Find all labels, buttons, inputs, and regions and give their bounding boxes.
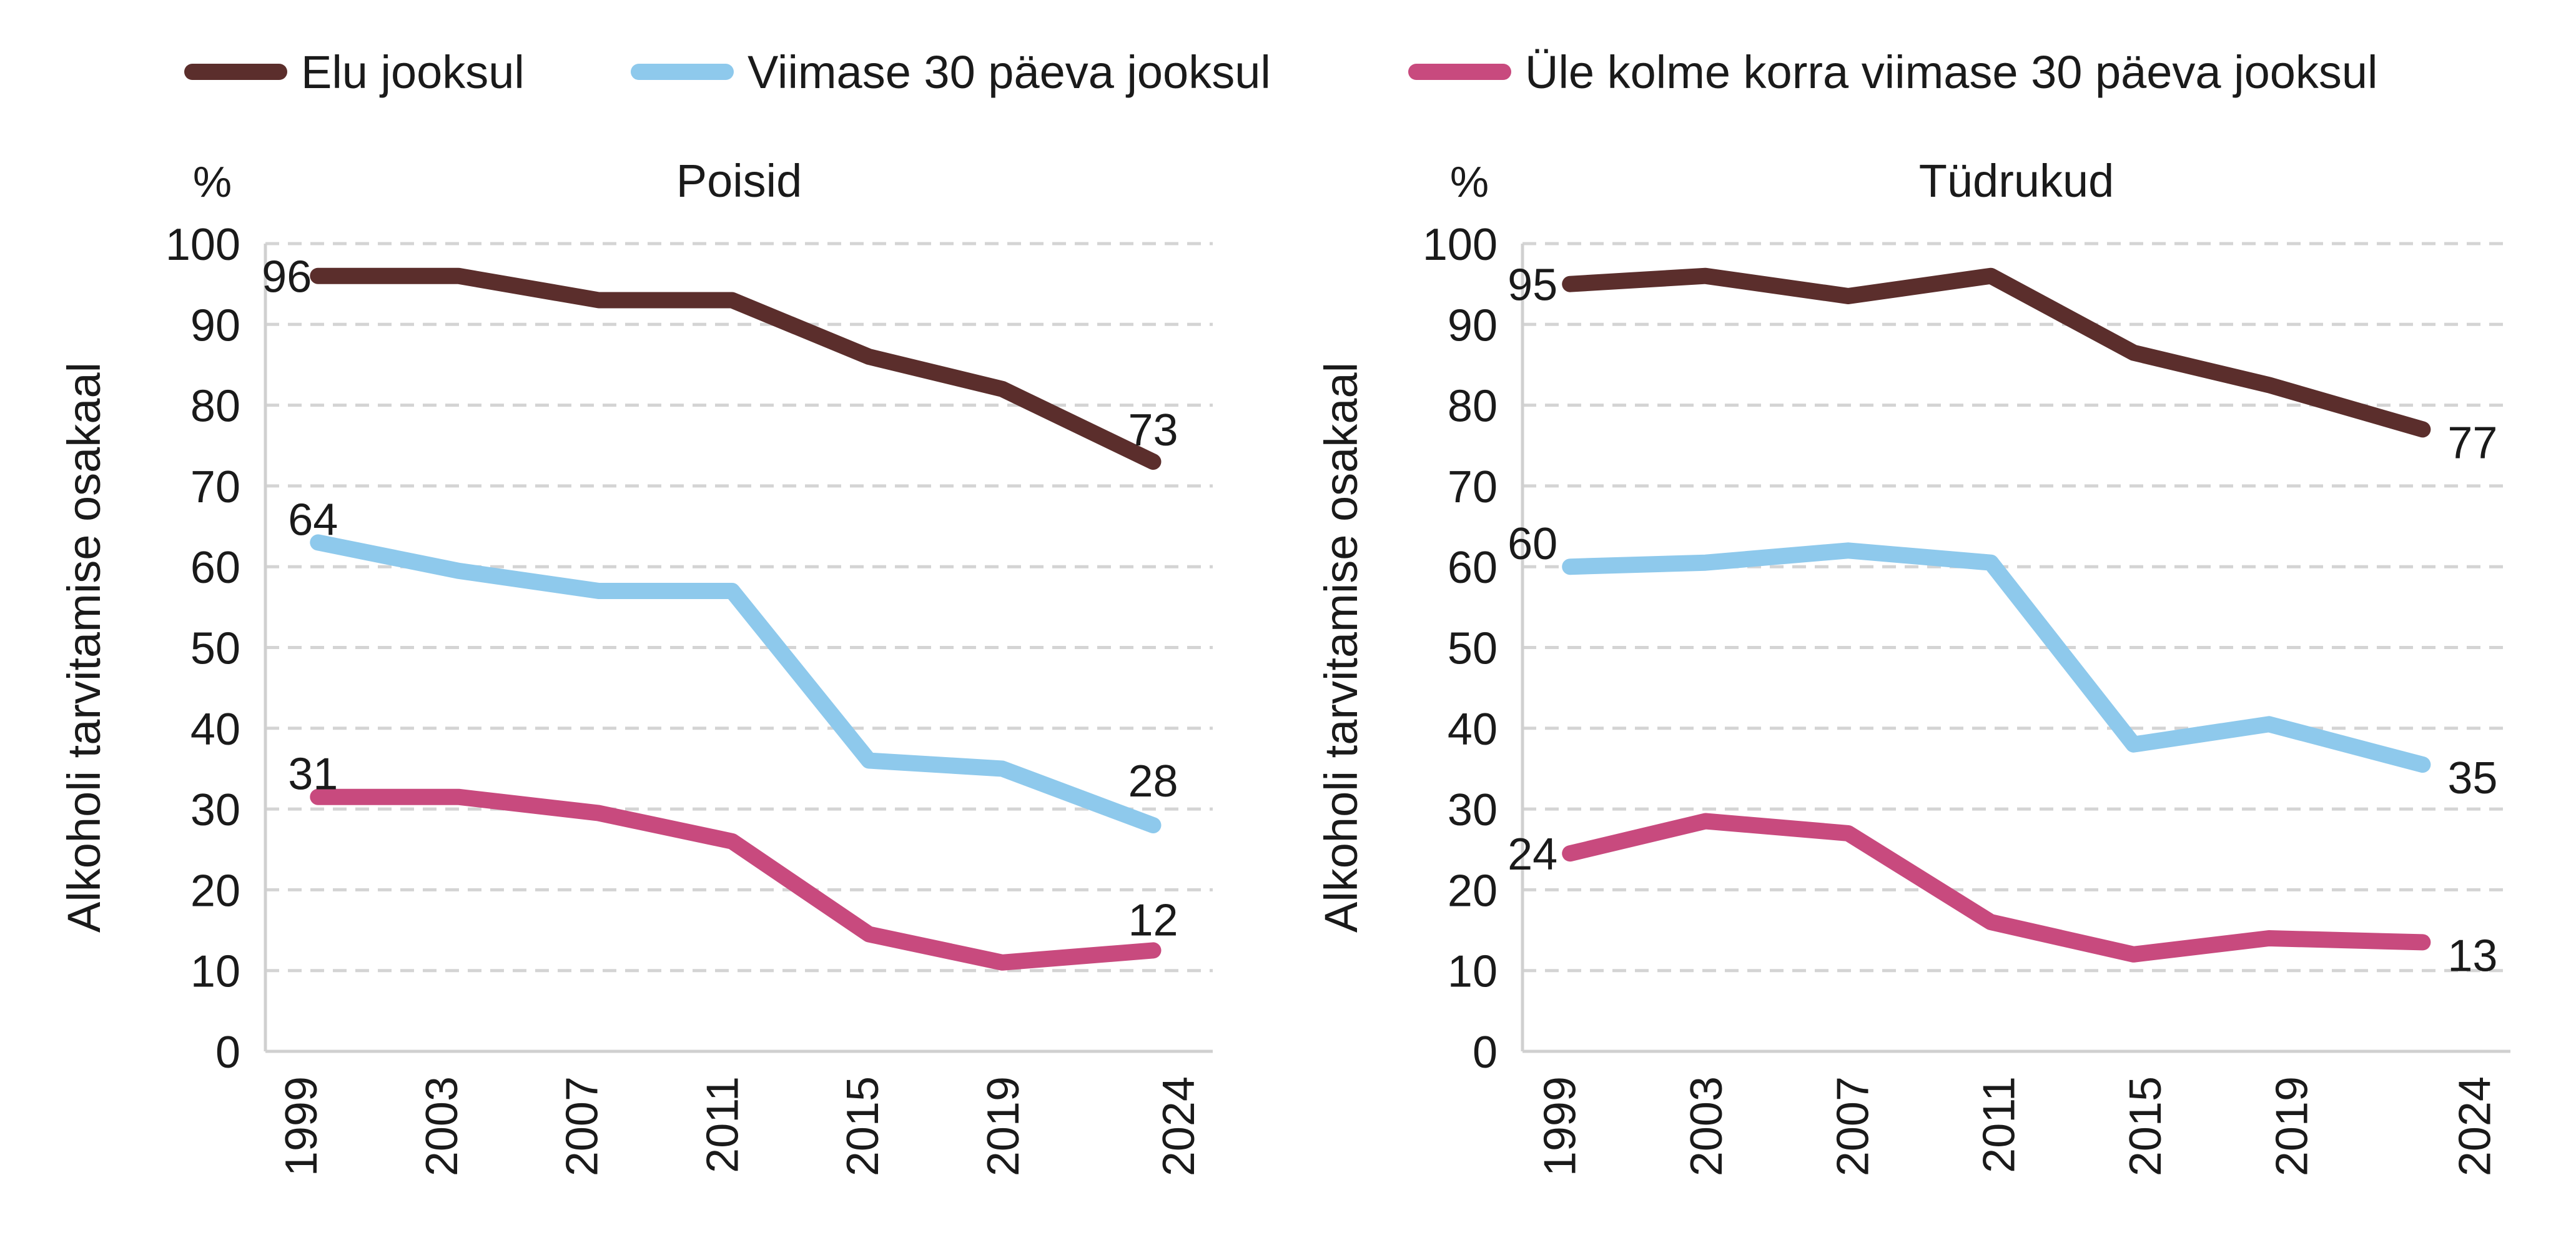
chart-2-y-tick-label: 10 <box>1448 947 1498 997</box>
chart-1-series-3-line <box>310 788 1162 971</box>
legend-swatch-last-30-days <box>631 64 734 80</box>
chart-1-y-tick-label: 50 <box>190 624 240 674</box>
legend-item-last-30-days: Viimase 30 päeva jooksul <box>631 34 1271 109</box>
chart-2-y-tick-label: 30 <box>1448 785 1498 835</box>
chart-2-series-3-data-label: 13 <box>2447 931 2497 981</box>
chart-2-series-1-data-label: 77 <box>2447 418 2497 468</box>
chart-2-series-3-data-label: 24 <box>1508 830 1557 880</box>
legend-label-last-30-days: Viimase 30 päeva jooksul <box>748 46 1271 98</box>
chart-2-series-2-data-label: 60 <box>1508 519 1557 569</box>
chart-1-y-tick-label: 10 <box>190 947 240 997</box>
chart-1-y-axis-label: Alkoholi tarvitamise osakaal <box>58 362 110 933</box>
chart-2-x-tick-label: 2007 <box>1828 1076 1878 1176</box>
chart-2-y-tick-label: 0 <box>1473 1028 1498 1078</box>
chart-1-series-1-line <box>310 267 1162 470</box>
chart-2-x-tick-label: 2024 <box>2450 1076 2500 1176</box>
chart-2-series-1-line <box>1562 267 2431 438</box>
chart-2-y-tick-label: 90 <box>1448 300 1498 350</box>
chart-1-x-tick-label: 2019 <box>979 1076 1029 1176</box>
chart-1-x-tick-label: 2024 <box>1154 1076 1204 1176</box>
chart-1-series-2-data-label: 64 <box>288 495 338 545</box>
chart-2-y-tick-label: 70 <box>1448 462 1498 512</box>
chart-1-x-tick-label: 1999 <box>277 1076 327 1176</box>
chart-2-y-tick-label: 60 <box>1448 543 1498 593</box>
chart-2-y-tick-label: 80 <box>1448 382 1498 432</box>
chart-1-series-3-data-label: 12 <box>1128 895 1178 945</box>
chart-1-y-tick-label: 70 <box>190 462 240 512</box>
chart-1-y-tick-label: 40 <box>190 705 240 755</box>
chart-2-x-tick-label: 2015 <box>2121 1076 2171 1176</box>
chart-2-y-tick-label: 100 <box>1423 220 1498 270</box>
chart-1-x-tick-label: 2011 <box>698 1076 748 1173</box>
legend-item-lifetime: Elu jooksul <box>184 34 525 109</box>
chart-1-series-1-data-label: 96 <box>262 252 312 302</box>
legend-label-lifetime: Elu jooksul <box>301 46 525 98</box>
chart-1-y-tick-label: 0 <box>215 1028 240 1078</box>
chart-1-x-tick-label: 2015 <box>838 1076 888 1176</box>
chart-2-y-axis-label: Alkoholi tarvitamise osakaal <box>1315 362 1367 933</box>
chart-1-y-tick-label: 90 <box>190 300 240 350</box>
chart-2-y-tick-label: 40 <box>1448 705 1498 755</box>
chart-2-series-3-line <box>1562 813 2431 963</box>
chart-1-series-1-data-label: 73 <box>1128 405 1178 455</box>
chart-1-unit-label: % <box>193 157 232 206</box>
chart-2-title: Tüdrukud <box>1919 155 2115 207</box>
legend-label-over-three-times: Üle kolme korra viimase 30 päeva jooksul <box>1525 46 2378 98</box>
chart-1-y-tick-label: 100 <box>165 220 240 270</box>
chart-1-y-tick-label: 30 <box>190 785 240 835</box>
chart-2-x-tick-label: 1999 <box>1536 1076 1586 1176</box>
chart-2-series-2-line <box>1562 542 2431 773</box>
chart-2-x-tick-label: 2011 <box>1975 1076 2025 1173</box>
chart-1-series-2-line <box>310 534 1162 833</box>
chart-1-y-tick-label: 20 <box>190 866 240 916</box>
chart-1-title: Poisid <box>676 155 802 207</box>
chart-2-y-tick-label: 20 <box>1448 866 1498 916</box>
chart-1-x-tick-label: 2003 <box>417 1076 467 1176</box>
legend-swatch-lifetime <box>184 64 287 80</box>
chart-legend: Elu jooksul Viimase 30 päeva jooksul Üle… <box>0 34 2576 109</box>
chart-2-x-tick-label: 2003 <box>1682 1076 1732 1176</box>
chart-2-y-tick-label: 50 <box>1448 624 1498 674</box>
chart-2-unit-label: % <box>1450 157 1489 206</box>
legend-item-over-three-times: Üle kolme korra viimase 30 päeva jooksul <box>1408 34 2378 109</box>
legend-swatch-over-three-times <box>1408 64 1511 80</box>
chart-1-y-tick-label: 80 <box>190 382 240 432</box>
chart-1-x-tick-label: 2007 <box>558 1076 608 1176</box>
chart-2-series-2-data-label: 35 <box>2447 753 2497 803</box>
chart-1-series-2-data-label: 28 <box>1128 756 1178 806</box>
chart-1-series-3-data-label: 31 <box>288 750 338 800</box>
chart-1-y-tick-label: 60 <box>190 543 240 593</box>
chart-2-x-tick-label: 2019 <box>2267 1076 2317 1176</box>
chart-2-series-1-data-label: 95 <box>1508 260 1557 310</box>
